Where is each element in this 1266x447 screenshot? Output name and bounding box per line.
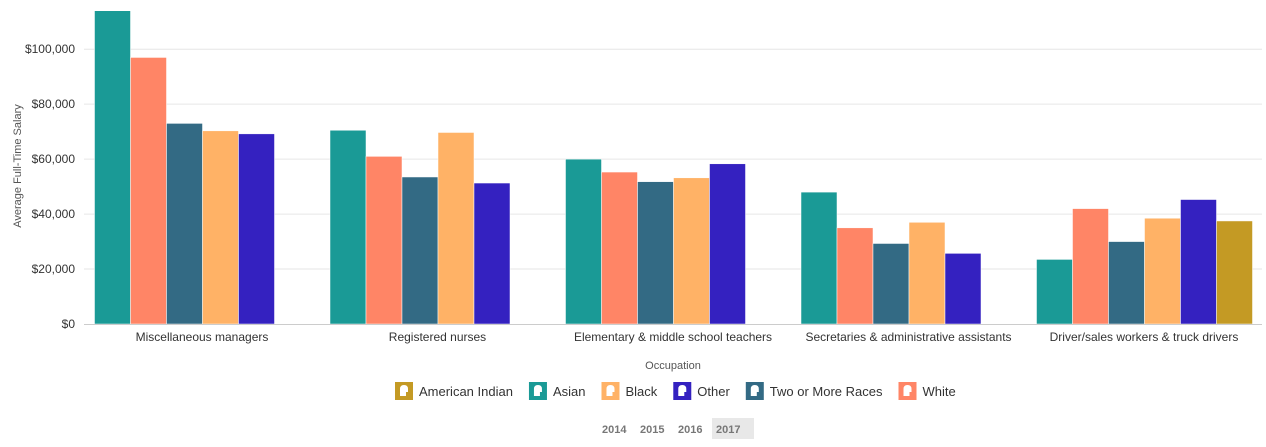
y-tick-label: $100,000 [25, 42, 75, 56]
x-axis-title: Occupation [645, 360, 701, 372]
person-head-icon [606, 385, 615, 396]
bar-other-registered-nurses[interactable] [473, 182, 511, 325]
bar-asian-driver-sales-workers-truck-drivers[interactable] [1036, 259, 1073, 325]
legend-label: Black [625, 384, 657, 399]
bar-asian-elementary-middle-school-teachers[interactable] [565, 158, 602, 325]
bar-other-driver-sales-workers-truck-drivers[interactable] [1180, 199, 1217, 325]
bar-two-or-more-races-elementary-middle-school-teachers[interactable] [637, 181, 674, 325]
x-tick-label: Secretaries & administrative assistants [805, 330, 1011, 344]
year-selected-highlight [712, 418, 754, 439]
y-axis-title: Average Full-Time Salary [12, 104, 24, 228]
bar-white-secretaries-administrative-assistants[interactable] [836, 227, 874, 325]
bar-white-elementary-middle-school-teachers[interactable] [601, 171, 638, 325]
bar-white-driver-sales-workers-truck-drivers[interactable] [1072, 208, 1109, 325]
legend-label: Two or More Races [770, 384, 883, 399]
legend-item-other[interactable]: Other [673, 382, 730, 400]
legend-item-white[interactable]: White [898, 382, 956, 400]
y-tick-label: $80,000 [32, 97, 76, 111]
y-tick-label: $40,000 [32, 207, 76, 221]
bars [94, 10, 1253, 325]
x-axis-ticks: Miscellaneous managers Registered nurses E… [136, 330, 1239, 344]
year-label: 2016 [678, 424, 702, 436]
bar-other-miscellaneous-managers[interactable] [238, 133, 275, 325]
bar-asian-registered-nurses[interactable] [329, 130, 367, 325]
bar-two-or-more-races-registered-nurses[interactable] [401, 176, 439, 325]
bar-asian-miscellaneous-managers[interactable] [94, 10, 131, 325]
person-head-icon [678, 385, 687, 396]
x-tick-label: Elementary & middle school teachers [574, 330, 772, 344]
bar-two-or-more-races-driver-sales-workers-truck-drivers[interactable] [1108, 241, 1145, 325]
y-axis-ticks: $0 $20,000 $40,000 $60,000 $80,000 $100,000 [25, 42, 75, 331]
bar-other-secretaries-administrative-assistants[interactable] [944, 253, 982, 325]
x-tick-label: Miscellaneous managers [136, 330, 269, 344]
year-option-2016[interactable]: 2016 [678, 424, 702, 436]
legend-label: Asian [553, 384, 586, 399]
bar-black-driver-sales-workers-truck-drivers[interactable] [1144, 217, 1181, 325]
legend-item-black[interactable]: Black [601, 382, 658, 400]
y-tick-label: $0 [62, 317, 76, 331]
bar-black-elementary-middle-school-teachers[interactable] [673, 177, 710, 325]
bar-asian-secretaries-administrative-assistants[interactable] [800, 191, 838, 325]
bar-american-indian-driver-sales-workers-truck-drivers[interactable] [1216, 220, 1253, 325]
year-label: 2017 [716, 424, 740, 436]
legend-item-asian[interactable]: Asian [528, 382, 586, 400]
person-head-icon [533, 385, 542, 396]
bar-two-or-more-races-miscellaneous-managers[interactable] [166, 123, 203, 325]
y-tick-label: $60,000 [32, 152, 76, 166]
legend-label: White [923, 384, 956, 399]
x-tick-label: Driver/sales workers & truck drivers [1050, 330, 1239, 344]
y-tick-label: $20,000 [32, 262, 76, 276]
bar-white-registered-nurses[interactable] [365, 156, 403, 325]
year-option-2014[interactable]: 2014 [602, 424, 627, 436]
year-label: 2014 [602, 424, 627, 436]
legend: American Indian Asian Black Other Two or Mor… [395, 382, 956, 400]
legend-item-american-indian[interactable]: American Indian [395, 382, 513, 400]
bar-other-elementary-middle-school-teachers[interactable] [709, 163, 746, 325]
person-head-icon [400, 385, 408, 396]
legend-item-two-or-more-races[interactable]: Two or More Races [745, 382, 883, 400]
bar-black-miscellaneous-managers[interactable] [202, 130, 239, 325]
person-head-icon [903, 385, 912, 396]
bar-black-secretaries-administrative-assistants[interactable] [908, 222, 946, 325]
person-head-icon [750, 385, 759, 396]
x-tick-label: Registered nurses [389, 330, 486, 344]
bar-black-registered-nurses[interactable] [437, 132, 475, 325]
year-option-2015[interactable]: 2015 [640, 424, 664, 436]
bar-two-or-more-races-secretaries-administrative-assistants[interactable] [872, 243, 910, 325]
year-label: 2015 [640, 424, 664, 436]
year-option-2017[interactable]: 2017 [712, 418, 754, 439]
year-selector: 2014 2015 2016 2017 [602, 418, 754, 439]
legend-label: Other [697, 384, 730, 399]
legend-label: American Indian [419, 384, 513, 399]
bar-white-miscellaneous-managers[interactable] [130, 57, 167, 325]
